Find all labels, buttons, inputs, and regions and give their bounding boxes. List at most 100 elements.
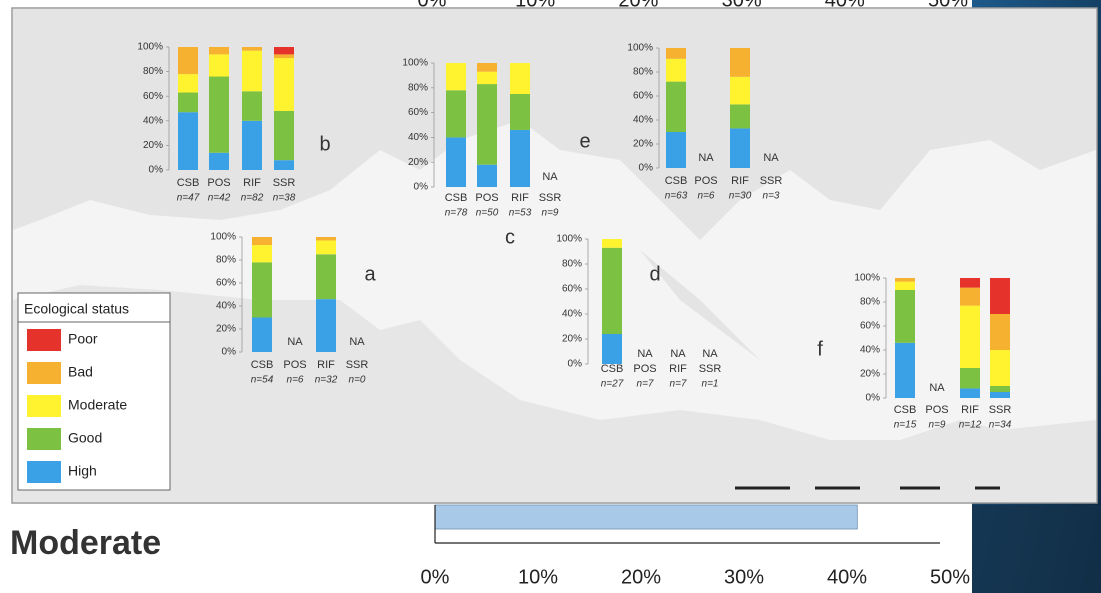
- x-tick-label: 30%: [722, 0, 762, 11]
- land-south: [13, 285, 1096, 502]
- y-tick-label: 40%: [633, 115, 653, 126]
- x-tick-label: 10%: [515, 0, 555, 11]
- n-label: n=15: [894, 420, 917, 431]
- legend-label: Good: [68, 430, 102, 446]
- bar-segment: [730, 128, 750, 168]
- bar-segment: [252, 317, 272, 352]
- bar-segment: [242, 50, 262, 92]
- bar-segment: [477, 164, 497, 187]
- bar-segment: [666, 58, 686, 82]
- na-label: NA: [542, 171, 558, 183]
- x-tick-label: POS: [475, 192, 498, 204]
- bar-segment: [209, 47, 229, 55]
- n-label: n=32: [315, 375, 338, 386]
- y-tick-label: 20%: [143, 140, 163, 151]
- y-tick-label: 40%: [143, 115, 163, 126]
- bar-segment: [274, 58, 294, 111]
- bar-segment: [274, 110, 294, 161]
- bar-segment: [960, 388, 980, 398]
- bottom-chart: Moderate 0% 10% 20% 30% 40% 50%: [10, 504, 970, 588]
- bar: [434, 504, 858, 530]
- panel-label: a: [364, 263, 376, 285]
- x-tick-label: SSR: [346, 359, 369, 371]
- n-label: n=63: [665, 191, 688, 202]
- bar-segment: [510, 94, 530, 130]
- n-label: n=6: [287, 375, 304, 386]
- bar-segment: [242, 91, 262, 121]
- y-tick-label: 20%: [633, 139, 653, 150]
- panel-label: b: [319, 133, 330, 155]
- bar-segment: [274, 47, 294, 55]
- x-tick-label: RIF: [511, 192, 529, 204]
- x-tick-label: POS: [633, 363, 656, 375]
- land-peninsula: [640, 250, 760, 360]
- x-tick-label: SSR: [989, 404, 1012, 416]
- bar-segment: [602, 247, 622, 334]
- n-label: n=9: [542, 208, 559, 219]
- bar-segment: [990, 314, 1010, 350]
- y-tick-label: 0%: [568, 359, 583, 370]
- y-tick-label: 0%: [222, 347, 237, 358]
- x-tick-label: 0%: [421, 566, 450, 588]
- n-label: n=0: [349, 375, 366, 386]
- y-tick-label: 100%: [556, 234, 582, 245]
- y-tick-label: 60%: [633, 91, 653, 102]
- panel-label: f: [817, 338, 823, 360]
- n-label: n=78: [445, 208, 468, 219]
- legend-swatch: [27, 395, 61, 417]
- legend-label: Moderate: [68, 397, 127, 413]
- bar-segment: [178, 92, 198, 113]
- bar-segment: [666, 48, 686, 59]
- bar-segment: [602, 239, 622, 248]
- na-label: NA: [349, 336, 365, 348]
- y-tick-label: 20%: [562, 334, 582, 345]
- bar-segment: [602, 334, 622, 364]
- n-label: n=3: [763, 191, 780, 202]
- bar-segment: [178, 112, 198, 170]
- bar-segment: [960, 368, 980, 389]
- y-tick-label: 0%: [414, 182, 429, 193]
- y-tick-label: 0%: [866, 393, 881, 404]
- bar-segment: [209, 54, 229, 77]
- category-label: Moderate: [10, 524, 161, 562]
- bar-segment: [446, 90, 466, 138]
- legend: Ecological status Poor Bad Moderate Good Hig…: [17, 292, 171, 491]
- x-tick-label: RIF: [669, 363, 687, 375]
- y-tick-label: 60%: [143, 91, 163, 102]
- bar-segment: [178, 74, 198, 93]
- bar-segment: [446, 137, 466, 187]
- legend-box: [17, 292, 171, 491]
- bar-segment: [666, 81, 686, 132]
- bar-segment: [316, 254, 336, 300]
- bar-segment: [990, 350, 1010, 386]
- n-label: n=1: [702, 379, 719, 390]
- y-tick-label: 0%: [149, 165, 164, 176]
- x-tick-label: POS: [283, 359, 306, 371]
- y-tick-label: 80%: [408, 82, 428, 93]
- bar-segment: [510, 63, 530, 94]
- x-tick-label: CSB: [601, 363, 624, 375]
- y-tick-label: 100%: [137, 42, 163, 53]
- y-tick-label: 80%: [143, 66, 163, 77]
- bar-segment: [730, 76, 750, 105]
- bar-segment: [895, 278, 915, 282]
- x-tick-label: RIF: [317, 359, 335, 371]
- legend-swatch: [27, 428, 61, 450]
- x-tick-label: 0%: [418, 0, 447, 11]
- x-tick-label: 40%: [825, 0, 865, 11]
- bar-segment: [209, 152, 229, 170]
- n-label: n=7: [670, 379, 687, 390]
- x-tick-label: SSR: [760, 175, 783, 187]
- charts: 0% 20% 40% 60% 80% 100% a CSB n=54 POS n=6 NA RIF n=3…: [10, 42, 1012, 589]
- bar-segment: [477, 63, 497, 72]
- bar-segment: [252, 237, 272, 246]
- na-label: NA: [763, 152, 779, 164]
- legend-swatch: [27, 461, 61, 483]
- bar-panel: 0% 20% 40% 60% 80% 100% c CSB n=78 POS n=50 RIF n=53…: [402, 58, 561, 249]
- bar-panel: 0% 20% 40% 60% 80% 100% a CSB n=54 POS n=6 NA RIF n=3…: [210, 232, 376, 386]
- y-tick-label: 60%: [216, 278, 236, 289]
- y-tick-label: 100%: [627, 43, 653, 54]
- n-label: n=27: [601, 379, 624, 390]
